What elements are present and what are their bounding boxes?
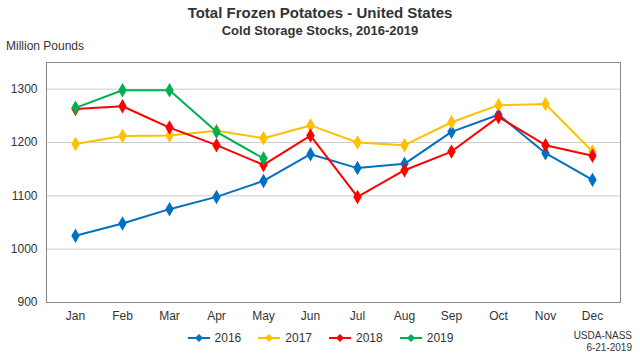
svg-text:Sep: Sep: [441, 309, 463, 323]
html-text:Cold Storage Stocks, 2016-2019: Cold Storage Stocks, 2016-2019: [221, 23, 419, 38]
svg-text:1200: 1200: [11, 135, 38, 149]
html-text:2016: 2016: [214, 331, 242, 345]
svg-text:Jan: Jan: [66, 309, 85, 323]
svg-text:Jul: Jul: [350, 309, 365, 323]
html-text:Million Pounds: Million Pounds: [6, 39, 84, 53]
html-text:2017: 2017: [285, 331, 312, 345]
svg-text:1300: 1300: [11, 82, 38, 96]
svg-text:1100: 1100: [12, 189, 38, 203]
svg-text:Aug: Aug: [394, 309, 415, 323]
svg-text:May: May: [252, 309, 275, 323]
svg-text:Jun: Jun: [301, 309, 320, 323]
svg-text:Oct: Oct: [489, 309, 508, 323]
svg-text:Feb: Feb: [112, 309, 133, 323]
svg-text:Nov: Nov: [535, 309, 556, 323]
html-text:USDA-NASS 6-21-2019: USDA-NASS 6-21-2019: [573, 330, 632, 353]
svg-text:1000: 1000: [11, 242, 38, 256]
svg-text:Apr: Apr: [207, 309, 226, 323]
svg-text:900: 900: [17, 295, 37, 309]
html-text:2018: 2018: [356, 331, 383, 345]
html-text:2019: 2019: [426, 331, 454, 345]
svg-text:Dec: Dec: [582, 309, 603, 323]
svg-text:Mar: Mar: [159, 309, 180, 323]
html-text:Total Frozen Potatoes - United: Total Frozen Potatoes - United States: [187, 4, 453, 21]
